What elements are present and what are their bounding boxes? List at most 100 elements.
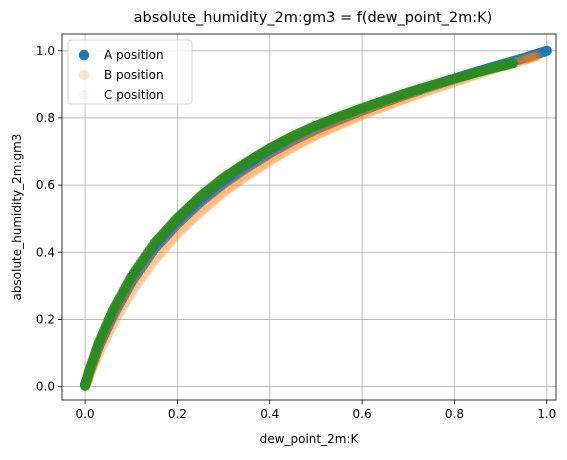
data-point (303, 133, 315, 145)
data-point (308, 131, 319, 142)
data-point (306, 132, 317, 144)
data-point (266, 154, 278, 165)
data-point (174, 226, 185, 237)
data-point (526, 52, 538, 63)
data-point (522, 53, 534, 65)
legend-marker (78, 69, 90, 81)
data-point (232, 177, 243, 188)
data-point (287, 142, 299, 153)
chart-title: absolute_humidity_2m:gm3 = f(dew_point_2… (134, 10, 493, 26)
data-point (192, 208, 204, 220)
data-point (158, 244, 169, 256)
data-point (310, 130, 322, 141)
data-point (132, 277, 144, 289)
data-point (130, 280, 142, 292)
data-point (216, 189, 227, 200)
data-point (172, 228, 183, 239)
data-point (160, 242, 172, 253)
data-point (236, 174, 248, 185)
legend-label: A position (104, 48, 164, 62)
x-tick-label: 0.2 (168, 407, 187, 421)
data-point (209, 195, 220, 206)
data-point (521, 54, 532, 65)
data-point (135, 274, 146, 285)
data-point (519, 54, 531, 65)
data-point (162, 239, 174, 250)
data-point (292, 139, 303, 151)
data-point (220, 185, 232, 197)
data-point (528, 51, 539, 63)
data-point (257, 160, 269, 171)
x-tick-label: 0.4 (260, 407, 279, 421)
data-point (218, 187, 229, 198)
data-point (508, 58, 519, 69)
data-point (313, 129, 324, 140)
data-point (271, 151, 282, 163)
y-axis-label: absolute_humidity_2m:gm3 (10, 134, 24, 301)
data-point (259, 158, 271, 170)
data-point (296, 137, 308, 148)
data-point (276, 149, 287, 160)
data-point (530, 51, 542, 62)
data-point (137, 271, 148, 282)
data-point (273, 150, 285, 161)
data-point (269, 153, 280, 164)
data-point (285, 143, 296, 155)
data-point (229, 179, 241, 190)
data-point (253, 163, 264, 174)
legend-marker (78, 49, 90, 61)
data-point (165, 236, 176, 248)
data-point (317, 127, 329, 138)
data-point (525, 52, 536, 64)
data-point (289, 141, 301, 152)
series-overlap (80, 58, 519, 391)
data-point (243, 169, 255, 180)
y-tick-label: 1.0 (36, 44, 55, 58)
data-point (188, 213, 199, 224)
data-point (248, 166, 259, 177)
x-tick-label: 1.0 (537, 407, 556, 421)
data-point (518, 54, 529, 66)
legend-label: B position (104, 68, 164, 82)
x-tick-label: 0.8 (445, 407, 464, 421)
data-point (197, 204, 209, 216)
data-point (241, 170, 252, 182)
data-point (169, 231, 181, 242)
data-point (280, 146, 292, 157)
data-point (149, 255, 160, 266)
data-point (541, 45, 552, 56)
data-point (301, 135, 312, 146)
data-point (255, 161, 266, 173)
data-point (211, 193, 222, 204)
data-point (227, 180, 239, 192)
axes-frame (61, 33, 557, 401)
data-point (179, 222, 190, 233)
data-point (190, 211, 202, 222)
data-point (176, 224, 188, 235)
data-point (167, 233, 179, 245)
data-point (153, 250, 165, 261)
data-point (250, 164, 262, 176)
y-tick-label: 0.6 (36, 178, 55, 192)
legend: A position B position C position (67, 39, 193, 105)
data-point (225, 182, 236, 193)
data-point (532, 50, 543, 62)
data-point (529, 51, 540, 62)
data-point (204, 198, 215, 210)
y-tick-label: 0.2 (36, 312, 55, 326)
data-point (213, 191, 225, 202)
data-point (202, 200, 213, 212)
data-point (199, 202, 211, 214)
data-point (146, 258, 158, 270)
data-point (262, 157, 273, 168)
data-point (144, 261, 155, 273)
data-point (156, 247, 167, 258)
x-axis-label: dew_point_2m:K (260, 432, 360, 446)
data-point (283, 144, 294, 156)
data-point (139, 268, 151, 279)
legend-box (67, 39, 193, 105)
data-point (151, 252, 162, 264)
data-point (264, 155, 275, 167)
